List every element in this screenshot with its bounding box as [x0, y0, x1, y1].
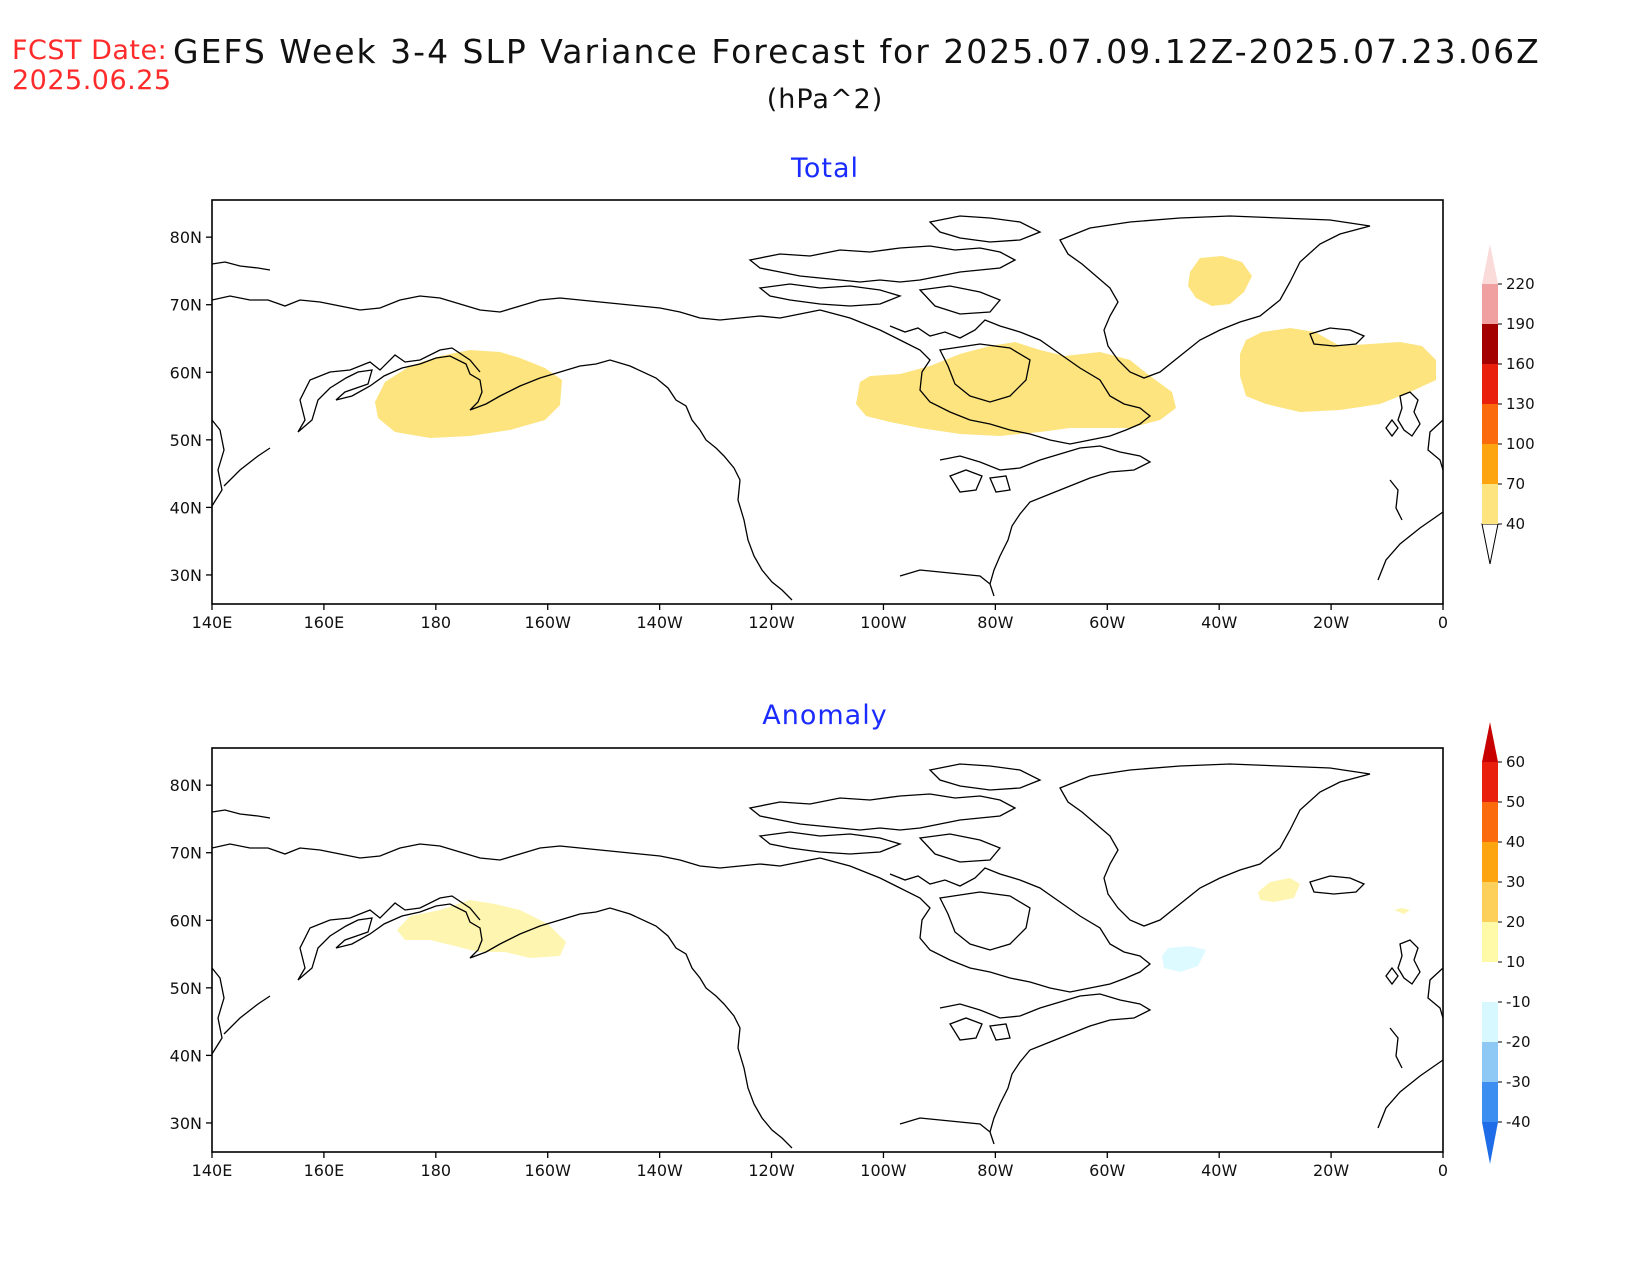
anomaly-area-bering [397, 900, 566, 958]
variance-area-canada [856, 342, 1176, 436]
variance-area-bering [375, 350, 562, 438]
lat-tick-label: 30N [170, 566, 202, 585]
colorbar-anomaly-label: -30 [1506, 1073, 1531, 1091]
colorbar-anomaly: -40 -30 -20 -10 10 20 30 40 50 60 [1482, 722, 1531, 1164]
colorbar-anomaly-swatch [1482, 1002, 1498, 1042]
colorbar-anomaly-swatch [1482, 922, 1498, 962]
page-title: GEFS Week 3-4 SLP Variance Forecast for … [173, 32, 1541, 71]
anomaly-area-greenland-sea [1258, 878, 1300, 902]
colorbar-anomaly-label: 50 [1506, 793, 1525, 811]
colorbar-total-swatch [1482, 444, 1498, 484]
lon-tick-label: 160E [304, 1161, 345, 1180]
lon-tick-label: 140E [192, 1161, 233, 1180]
colorbar-anomaly-label: -10 [1506, 993, 1531, 1011]
colorbar-total-label: 100 [1506, 435, 1535, 453]
lon-tick-label: 180 [421, 1161, 452, 1180]
lat-tick-label: 70N [170, 844, 202, 863]
colorbar-anomaly-label: 60 [1506, 753, 1525, 771]
lon-tick-label: 120W [748, 613, 795, 632]
lat-tick-label: 80N [170, 228, 202, 247]
lat-tick-label: 60N [170, 911, 202, 930]
colorbar-total-swatch [1482, 364, 1498, 404]
anomaly-area-north-sea [1394, 908, 1410, 914]
lon-tick-label: 160E [304, 613, 345, 632]
lon-tick-label: 80W [977, 613, 1013, 632]
colorbar-anomaly-label: 30 [1506, 873, 1525, 891]
units-label: (hPa^2) [766, 84, 884, 115]
map-panel-total: 140E 160E 180 160W 140W 120W 100W 80W 60W 40W 20W 0… [170, 199, 1535, 632]
colorbar-total-label: 160 [1506, 355, 1535, 373]
lon-tick-label: 100W [860, 1161, 907, 1180]
lon-tick-label: 140W [636, 1161, 683, 1180]
colorbar-anomaly-upper-extension [1482, 722, 1498, 762]
colorbar-anomaly-swatch [1482, 762, 1498, 802]
colorbar-total-label: 40 [1506, 515, 1525, 533]
lat-tick-label: 60N [170, 363, 202, 382]
panel-title-total: Total [790, 153, 860, 184]
lon-tick-label: 160W [525, 613, 572, 632]
colorbar-total-label: 220 [1506, 275, 1535, 293]
lon-tick-label: 160W [525, 1161, 572, 1180]
forecast-date-value: 2025.06.25 [12, 65, 172, 96]
map-panel-anomaly: 140E 160E 180 160W 140W 120W 100W 80W 60W 40W 20W 0… [170, 722, 1531, 1180]
colorbar-anomaly-label: -40 [1506, 1113, 1531, 1131]
lon-tick-label: 40W [1201, 613, 1237, 632]
variance-area-atlantic [1240, 328, 1436, 412]
colorbar-anomaly-label: 20 [1506, 913, 1525, 931]
colorbar-anomaly-lower-extension [1482, 1122, 1498, 1164]
lon-tick-label: 0 [1438, 1161, 1448, 1180]
forecast-date-block: FCST Date: 2025.06.25 [12, 36, 172, 96]
colorbar-anomaly-swatch [1482, 882, 1498, 922]
lon-tick-label: 20W [1313, 1161, 1349, 1180]
colorbar-anomaly-label: 40 [1506, 833, 1525, 851]
anomaly-area-labrador [1162, 946, 1206, 972]
colorbar-total-swatch [1482, 404, 1498, 444]
colorbar-total-upper-extension [1482, 244, 1498, 284]
colorbar-anomaly-swatch [1482, 842, 1498, 882]
colorbar-total-label: 190 [1506, 315, 1535, 333]
colorbar-total-swatch [1482, 284, 1498, 324]
colorbar-anomaly-label: -20 [1506, 1033, 1531, 1051]
colorbar-anomaly-swatch [1482, 1082, 1498, 1122]
forecast-date-label: FCST Date: [12, 35, 168, 66]
lat-tick-label: 30N [170, 1114, 202, 1133]
colorbar-total: 40 70 100 130 160 190 220 [1481, 244, 1535, 565]
lat-tick-label: 40N [170, 498, 202, 517]
lat-tick-label: 50N [170, 431, 202, 450]
colorbar-anomaly-swatch [1482, 802, 1498, 842]
lat-tick-label: 40N [170, 1046, 202, 1065]
colorbar-anomaly-swatch [1482, 1042, 1498, 1082]
lon-tick-label: 60W [1089, 1161, 1125, 1180]
colorbar-anomaly-label: 10 [1506, 953, 1525, 971]
lat-tick-label: 70N [170, 296, 202, 315]
colorbar-total-lower-extension [1481, 523, 1499, 565]
lon-tick-label: 180 [421, 613, 452, 632]
colorbar-total-swatch [1482, 484, 1498, 524]
variance-area-greenland [1188, 256, 1252, 306]
panel-title-anomaly: Anomaly [762, 700, 888, 731]
lon-tick-label: 80W [977, 1161, 1013, 1180]
colorbar-anomaly-swatch [1482, 962, 1498, 1002]
lon-tick-label: 140E [192, 613, 233, 632]
lon-tick-label: 20W [1313, 613, 1349, 632]
colorbar-total-label: 130 [1506, 395, 1535, 413]
lon-tick-label: 140W [636, 613, 683, 632]
lon-tick-label: 40W [1201, 1161, 1237, 1180]
lon-tick-label: 60W [1089, 613, 1125, 632]
lon-tick-label: 0 [1438, 613, 1448, 632]
colorbar-total-swatch [1482, 324, 1498, 364]
lon-tick-label: 120W [748, 1161, 795, 1180]
lon-tick-label: 100W [860, 613, 907, 632]
lat-tick-label: 80N [170, 776, 202, 795]
lat-tick-label: 50N [170, 979, 202, 998]
colorbar-total-label: 70 [1506, 475, 1525, 493]
